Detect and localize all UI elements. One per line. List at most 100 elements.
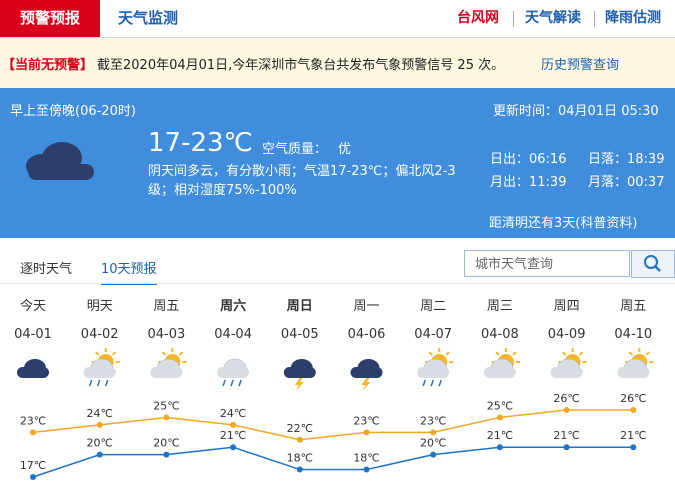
cloud <box>624 358 647 378</box>
countdown[interactable]: 距清明还有3天(科普资料) <box>489 216 638 231</box>
day-name: 周二 <box>420 299 446 314</box>
temp-point <box>30 474 36 480</box>
ray <box>645 368 650 373</box>
bolt <box>361 378 371 391</box>
alert-status: 【当前无预警】 <box>2 58 94 73</box>
sun <box>631 354 648 370</box>
cloud <box>90 358 113 378</box>
temp-point <box>430 451 437 458</box>
nav-link[interactable]: 天气解读 <box>525 10 581 26</box>
temp-line <box>32 409 634 441</box>
weather-icon <box>550 348 587 378</box>
cloud <box>17 367 49 378</box>
drop <box>422 379 426 387</box>
temp-label: 26℃ <box>620 392 646 405</box>
cloud <box>83 367 116 378</box>
temp-label: 20℃ <box>420 437 446 450</box>
sun <box>164 354 181 370</box>
temp-label: 20℃ <box>153 437 179 450</box>
ray <box>628 351 633 356</box>
weather-icon <box>217 358 250 387</box>
day-name: 周四 <box>554 299 580 314</box>
search-button[interactable] <box>631 250 675 278</box>
weather-icon <box>83 348 120 387</box>
temp-point <box>96 451 103 458</box>
sun <box>97 354 114 370</box>
ray <box>561 368 567 373</box>
cloud <box>150 367 183 378</box>
temp-point <box>296 466 303 473</box>
weather-icon <box>283 359 316 391</box>
nav-link[interactable]: 台风网 <box>457 10 499 26</box>
alert-text: 截至2020年04月01日,今年深圳市气象台共发布气象预警信号 25 次。 <box>97 58 505 73</box>
ray <box>628 368 633 373</box>
ray <box>112 351 117 356</box>
temp-point <box>563 444 570 451</box>
ray <box>112 368 117 373</box>
air-label: 空气质量： <box>262 142 328 157</box>
cloud <box>357 359 380 377</box>
drop <box>96 379 101 387</box>
period: 早上至傍晚(06-20时) <box>10 104 136 119</box>
ray <box>95 368 100 373</box>
temp-label: 20℃ <box>87 437 113 450</box>
temp-label: 22℃ <box>287 422 313 435</box>
tab-active[interactable]: 10天预报 <box>101 258 157 285</box>
temp-point <box>563 407 570 413</box>
day-date: 04-10 <box>614 327 652 342</box>
temp-point <box>630 407 637 413</box>
temp-label: 26℃ <box>553 392 579 405</box>
ray <box>445 368 450 373</box>
drop <box>104 379 109 387</box>
nav-active-tab[interactable]: 预警预报 <box>0 0 100 37</box>
temp-label: 25℃ <box>153 399 179 412</box>
drop <box>430 379 434 387</box>
temp-label: 23℃ <box>420 414 446 427</box>
bolt <box>294 378 304 391</box>
weather-icon <box>150 348 187 378</box>
cloud <box>24 359 46 377</box>
temp-line <box>32 446 634 478</box>
nav-tab[interactable]: 天气监测 <box>118 9 179 27</box>
temp-point <box>363 429 370 436</box>
ray <box>178 368 184 373</box>
alert-bar: 【当前无预警】 截至2020年04月01日,今年深圳市气象台共发布气象预警信号 … <box>0 38 675 88</box>
ray <box>495 368 500 373</box>
temp-point <box>230 444 237 451</box>
drop <box>238 379 242 387</box>
air-value: 优 <box>338 142 352 157</box>
temp-point <box>163 451 170 458</box>
cloud <box>217 367 250 378</box>
nav-link[interactable]: 降雨估测 <box>605 10 661 26</box>
alert-link[interactable]: 历史预警查询 <box>541 58 620 73</box>
tab[interactable]: 逐时天气 <box>20 262 73 277</box>
cloud <box>283 367 316 378</box>
cloud <box>290 359 313 377</box>
temp-label: 25℃ <box>487 399 513 412</box>
day-name: 周三 <box>487 299 513 314</box>
temp-point <box>296 436 303 443</box>
day-date: 04-05 <box>281 327 319 342</box>
ray <box>645 351 650 356</box>
ray <box>428 351 433 356</box>
search-input[interactable]: 城市天气查询 <box>464 250 630 277</box>
weather-icon <box>350 359 383 391</box>
ray <box>578 368 584 373</box>
day-name: 周五 <box>153 299 179 314</box>
day-date: 04-08 <box>481 327 519 342</box>
separator <box>594 11 595 27</box>
day-date: 04-06 <box>348 327 386 342</box>
cloud <box>617 367 650 378</box>
nav-bar: 预警预报 天气监测 台风网 天气解读 降雨估测 <box>0 0 675 38</box>
drop <box>438 379 442 387</box>
day-date: 04-04 <box>214 327 252 342</box>
temp-label: 21℃ <box>553 429 579 442</box>
ray <box>512 351 517 356</box>
drop <box>222 379 226 387</box>
ray <box>178 351 184 356</box>
temp-point <box>163 414 170 421</box>
temp-label: 21℃ <box>487 429 513 442</box>
temp-label: 18℃ <box>353 452 379 465</box>
ray <box>495 351 500 356</box>
drop <box>88 379 93 387</box>
